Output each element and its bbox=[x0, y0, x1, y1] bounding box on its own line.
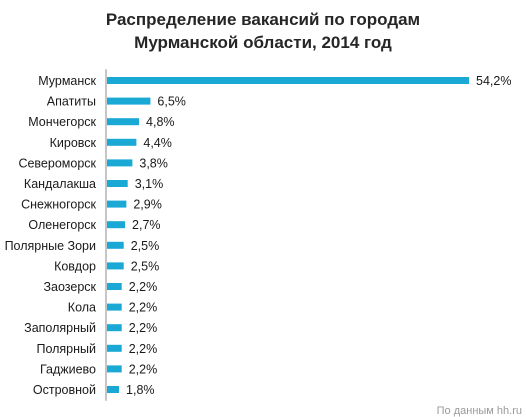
bar bbox=[107, 138, 137, 146]
bar bbox=[107, 241, 124, 249]
value-label: 6,5% bbox=[157, 95, 186, 109]
bar bbox=[107, 344, 122, 352]
category-label: Заозерск bbox=[43, 280, 96, 294]
bar bbox=[107, 262, 124, 270]
category-label: Полярный bbox=[36, 342, 96, 356]
value-label: 2,7% bbox=[132, 218, 161, 232]
category-label: Островной bbox=[33, 383, 96, 397]
bar bbox=[107, 180, 128, 187]
value-label: 2,2% bbox=[129, 362, 158, 376]
bar bbox=[107, 365, 122, 373]
value-label: 3,8% bbox=[139, 156, 168, 170]
bar bbox=[107, 303, 122, 311]
value-label: 4,4% bbox=[143, 136, 172, 150]
source-note: По данным hh.ru bbox=[436, 405, 522, 417]
chart-title-line-2: Мурманской области, 2014 год bbox=[134, 33, 392, 52]
bar bbox=[107, 77, 469, 84]
value-label: 2,2% bbox=[129, 321, 158, 335]
bar bbox=[107, 283, 122, 290]
value-label: 2,2% bbox=[129, 342, 158, 356]
chart-title-line-1: Распределение вакансий по городам bbox=[105, 10, 421, 29]
category-label: Кировск bbox=[50, 136, 97, 150]
category-label: Ковдор bbox=[54, 259, 96, 273]
bar bbox=[107, 221, 126, 229]
value-label: 2,2% bbox=[129, 280, 158, 294]
category-label: Полярные Зори bbox=[5, 239, 96, 253]
category-label: Снежногорск bbox=[21, 198, 96, 212]
value-label: 3,1% bbox=[135, 177, 164, 191]
value-label: 2,5% bbox=[131, 259, 160, 273]
bar bbox=[107, 200, 127, 208]
value-label: 1,8% bbox=[126, 383, 155, 397]
value-label: 54,2% bbox=[476, 74, 511, 88]
bar bbox=[107, 386, 120, 393]
category-label: Кола bbox=[68, 301, 96, 315]
bar bbox=[107, 324, 122, 332]
category-label: Гаджиево bbox=[40, 362, 96, 376]
bar bbox=[107, 97, 151, 105]
category-label: Кандалакша bbox=[24, 177, 96, 191]
bar bbox=[107, 118, 140, 126]
category-label: Мончегорск bbox=[28, 115, 96, 129]
category-label: Мурманск bbox=[38, 74, 96, 88]
category-label: Североморск bbox=[18, 156, 96, 170]
value-label: 2,5% bbox=[131, 239, 160, 253]
value-label: 4,8% bbox=[146, 115, 175, 129]
category-label: Заполярный bbox=[24, 321, 96, 335]
value-label: 2,9% bbox=[133, 198, 162, 212]
bar bbox=[107, 159, 133, 167]
category-label: Оленегорск bbox=[28, 218, 96, 232]
value-label: 2,2% bbox=[129, 301, 158, 315]
category-label: Апатиты bbox=[47, 95, 96, 109]
